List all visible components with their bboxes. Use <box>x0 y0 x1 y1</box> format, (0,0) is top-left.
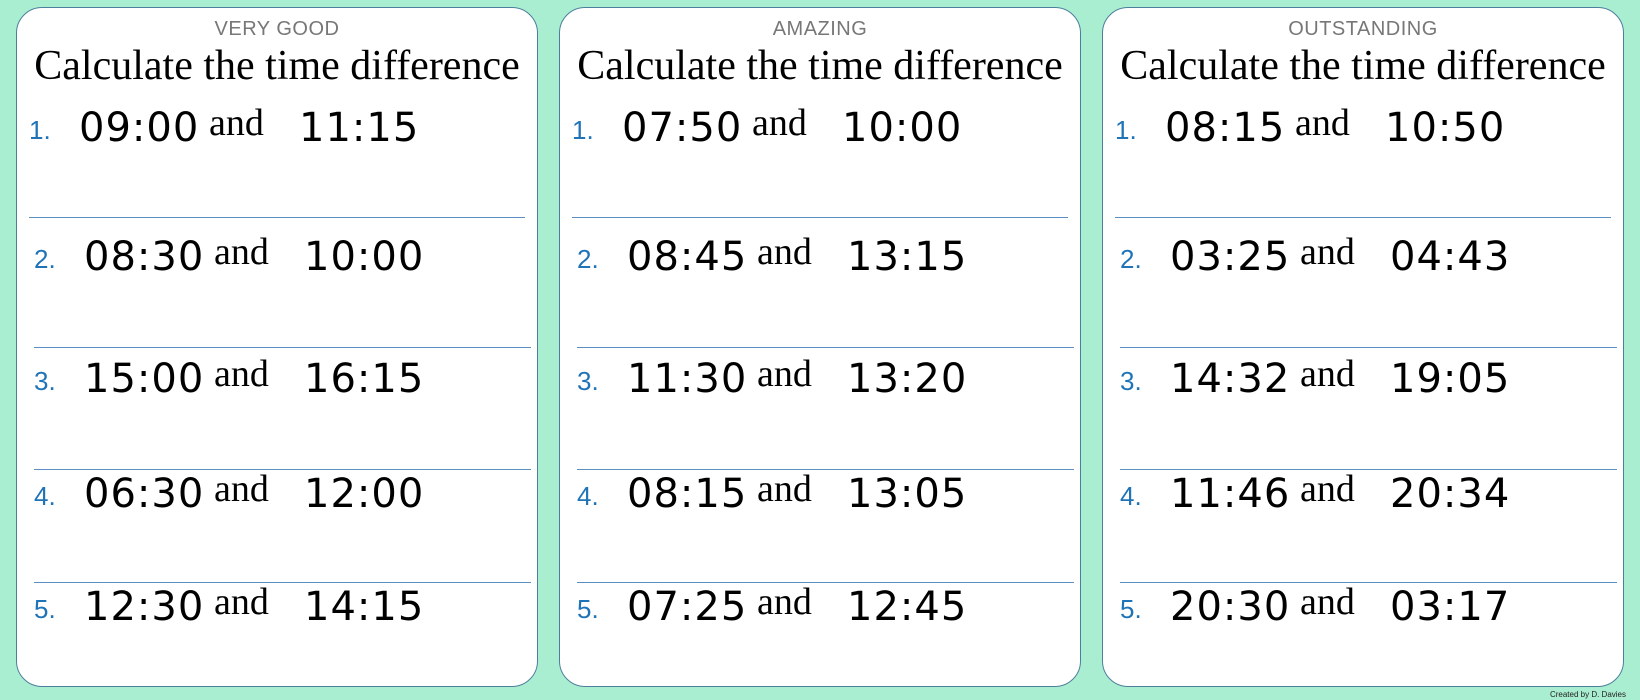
question-number: 5. <box>1120 594 1142 624</box>
start-time: 08:45 <box>627 234 748 280</box>
end-time: 12:45 <box>847 584 968 630</box>
answer-line <box>1115 217 1611 218</box>
question-number: 4. <box>1120 481 1142 511</box>
end-time: 14:15 <box>304 584 425 630</box>
start-time: 15:00 <box>84 356 205 402</box>
start-time: 07:25 <box>627 584 748 630</box>
joiner: and <box>1295 102 1350 144</box>
joiner: and <box>757 353 812 395</box>
joiner: and <box>757 231 812 273</box>
question: 3. 15:00 and 16:15 <box>34 353 514 404</box>
joiner: and <box>752 102 807 144</box>
start-time: 08:15 <box>627 471 748 517</box>
joiner: and <box>1300 468 1355 510</box>
end-time: 04:43 <box>1390 234 1511 280</box>
joiner: and <box>757 468 812 510</box>
question-number: 3. <box>1120 366 1142 396</box>
end-time: 11:15 <box>299 105 420 151</box>
question: 3. 14:32 and 19:05 <box>1120 353 1600 404</box>
question: 2. 08:45 and 13:15 <box>577 231 1057 282</box>
question: 3. 11:30 and 13:20 <box>577 353 1057 404</box>
joiner: and <box>1300 353 1355 395</box>
question-number: 3. <box>34 366 56 396</box>
end-time: 16:15 <box>304 356 425 402</box>
question-number: 1. <box>29 115 51 145</box>
end-time: 12:00 <box>304 471 425 517</box>
worksheet-card: AMAZING Calculate the time difference 1. 07… <box>559 7 1081 687</box>
footer: Created by D. Davies <box>1549 690 1626 699</box>
worksheet-card: VERY GOOD Calculate the time difference 1.… <box>16 7 538 687</box>
start-time: 08:30 <box>84 234 205 280</box>
joiner: and <box>214 231 269 273</box>
worksheet-title: Calculate the time difference <box>34 43 520 89</box>
end-time: 10:00 <box>842 105 963 151</box>
question-number: 5. <box>577 594 599 624</box>
answer-line <box>1120 582 1617 583</box>
question: 2. 08:30 and 10:00 <box>34 231 514 282</box>
question: 4. 06:30 and 12:00 <box>34 468 514 519</box>
start-time: 06:30 <box>84 471 205 517</box>
end-time: 10:00 <box>304 234 425 280</box>
answer-line <box>572 217 1068 218</box>
start-time: 03:25 <box>1170 234 1291 280</box>
end-time: 13:15 <box>847 234 968 280</box>
joiner: and <box>757 581 812 623</box>
worksheet-card: OUTSTANDING Calculate the time difference… <box>1102 7 1624 687</box>
answer-line <box>34 469 531 470</box>
question-number: 1. <box>572 115 594 145</box>
level-label: AMAZING <box>772 18 868 40</box>
start-time: 09:00 <box>79 105 200 151</box>
start-time: 11:30 <box>627 356 748 402</box>
question-number: 1. <box>1115 115 1137 145</box>
answer-line <box>577 347 1074 348</box>
question: 5. 12:30 and 14:15 <box>34 581 514 632</box>
question-number: 4. <box>34 481 56 511</box>
start-time: 08:15 <box>1165 105 1286 151</box>
joiner: and <box>1300 231 1355 273</box>
answer-line <box>1120 469 1617 470</box>
question: 1. 08:15 and 10:50 <box>1115 102 1595 153</box>
question: 1. 09:00 and 11:15 <box>29 102 509 153</box>
joiner: and <box>209 102 264 144</box>
joiner: and <box>214 468 269 510</box>
answer-line <box>577 469 1074 470</box>
end-time: 13:05 <box>847 471 968 517</box>
question: 1. 07:50 and 10:00 <box>572 102 1052 153</box>
question-number: 4. <box>577 481 599 511</box>
joiner: and <box>1300 581 1355 623</box>
answer-line <box>34 347 531 348</box>
end-time: 03:17 <box>1390 584 1511 630</box>
start-time: 12:30 <box>84 584 205 630</box>
answer-line <box>29 217 525 218</box>
question-number: 2. <box>577 244 599 274</box>
end-time: 20:34 <box>1390 471 1511 517</box>
joiner: and <box>214 581 269 623</box>
question-number: 3. <box>577 366 599 396</box>
level-label: VERY GOOD <box>214 18 340 40</box>
question-number: 5. <box>34 594 56 624</box>
answer-line <box>34 582 531 583</box>
answer-line <box>577 582 1074 583</box>
question: 2. 03:25 and 04:43 <box>1120 231 1600 282</box>
worksheet-title: Calculate the time difference <box>1120 43 1606 89</box>
level-label: OUTSTANDING <box>1288 18 1438 40</box>
end-time: 13:20 <box>847 356 968 402</box>
answer-line <box>1120 347 1617 348</box>
question: 5. 07:25 and 12:45 <box>577 581 1057 632</box>
question: 5. 20:30 and 03:17 <box>1120 581 1600 632</box>
question: 4. 08:15 and 13:05 <box>577 468 1057 519</box>
question-number: 2. <box>34 244 56 274</box>
question: 4. 11:46 and 20:34 <box>1120 468 1600 519</box>
worksheet-title: Calculate the time difference <box>577 43 1063 89</box>
joiner: and <box>214 353 269 395</box>
start-time: 20:30 <box>1170 584 1291 630</box>
start-time: 07:50 <box>622 105 743 151</box>
start-time: 11:46 <box>1170 471 1291 517</box>
end-time: 10:50 <box>1385 105 1506 151</box>
question-number: 2. <box>1120 244 1142 274</box>
end-time: 19:05 <box>1390 356 1511 402</box>
start-time: 14:32 <box>1170 356 1291 402</box>
